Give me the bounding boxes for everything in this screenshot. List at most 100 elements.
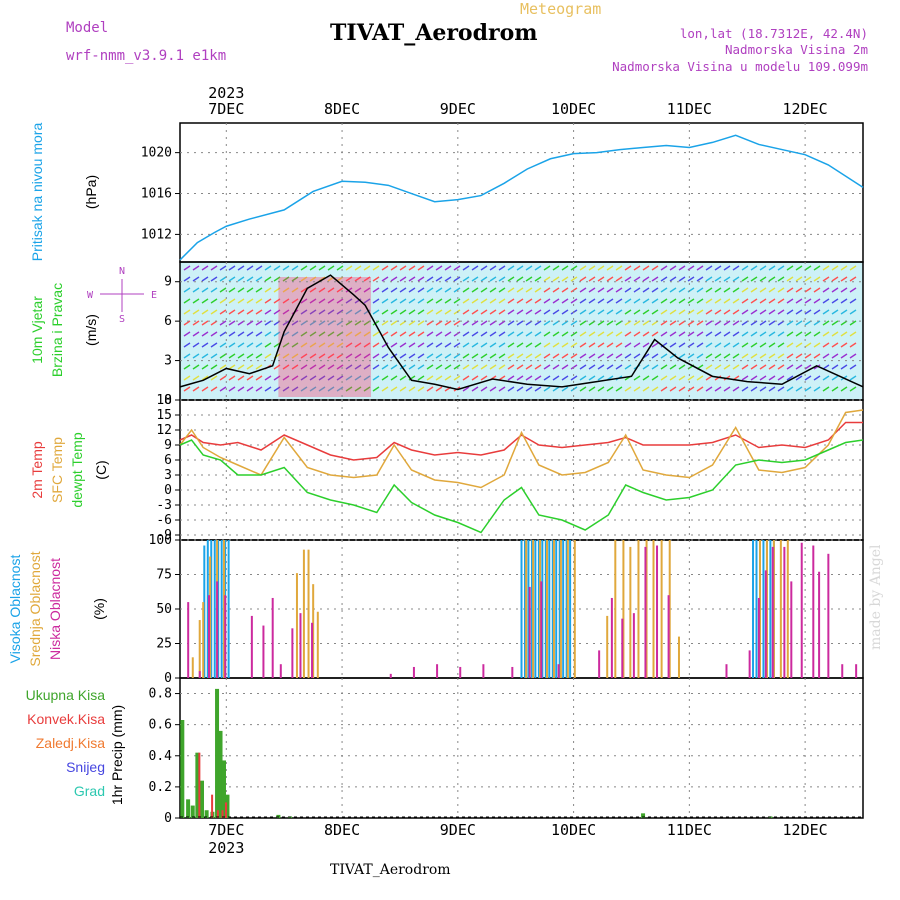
wind-barb — [183, 386, 191, 392]
wind-barb — [498, 309, 506, 315]
model-label: Model — [66, 20, 109, 36]
high-cloud-bar — [551, 540, 554, 678]
wind-barb — [489, 342, 497, 348]
wind-barb — [543, 353, 551, 359]
wind-barb — [669, 309, 677, 315]
wind-barb — [381, 375, 389, 381]
total-precip-bar — [276, 814, 281, 818]
wind-barb — [291, 364, 299, 370]
wind-barb — [507, 309, 515, 315]
wind-barb — [633, 353, 641, 359]
wind-barb — [417, 353, 425, 359]
wind-barb — [255, 298, 263, 304]
wind-barb — [651, 320, 659, 326]
wind-barb — [453, 309, 461, 315]
wind-barb — [831, 287, 839, 293]
wind-barb — [786, 298, 794, 304]
wind-barb — [291, 298, 299, 304]
wind-barb — [750, 309, 758, 315]
wind-barb — [651, 298, 659, 304]
wind-barb — [201, 265, 209, 271]
wind-barb — [354, 342, 362, 348]
wind-barb — [372, 276, 380, 282]
mid-cloud-bar — [677, 636, 680, 678]
wind-barb — [696, 353, 704, 359]
wind-barb — [471, 353, 479, 359]
wind-barb — [480, 342, 488, 348]
wind-barb — [579, 309, 587, 315]
wind-barb — [336, 342, 344, 348]
wind-barb — [597, 309, 605, 315]
wind-barb — [570, 320, 578, 326]
wind-barb — [291, 342, 299, 348]
wind-barb — [642, 342, 650, 348]
wind-barb — [426, 276, 434, 282]
wind-barb — [273, 276, 281, 282]
precip-unit-label: 1hr Precip (mm) — [109, 705, 125, 805]
wind-barb — [372, 331, 380, 337]
wind-barb — [228, 364, 236, 370]
wind-barb — [570, 265, 578, 271]
mid-cloud-bar — [759, 540, 762, 678]
legend-total-precip: Ukupna Kisa — [26, 687, 106, 703]
wind-barb — [390, 342, 398, 348]
wind-barb — [327, 364, 335, 370]
wind-barb — [516, 342, 524, 348]
wind-barb — [264, 353, 272, 359]
wind-barb — [291, 331, 299, 337]
wind-barb — [732, 364, 740, 370]
wind-barb — [417, 298, 425, 304]
wind-barb — [399, 331, 407, 337]
wind-barb — [318, 353, 326, 359]
wind-barb — [462, 265, 470, 271]
wind-barb — [588, 320, 596, 326]
wind-barb — [444, 287, 452, 293]
wind-barb — [462, 353, 470, 359]
wind-barb — [750, 386, 758, 392]
wind-barb — [363, 287, 371, 293]
wind-barb — [192, 287, 200, 293]
wind-barb — [507, 276, 515, 282]
wind-barb — [597, 342, 605, 348]
wind-barb — [462, 364, 470, 370]
wind-barb — [408, 386, 416, 392]
wind-barb — [237, 364, 245, 370]
mid-cloud-bar — [765, 540, 768, 678]
wind-barb — [669, 265, 677, 271]
wind-barb — [354, 331, 362, 337]
wind-barb — [669, 342, 677, 348]
wind-barb — [309, 331, 317, 337]
wind-barb — [840, 342, 848, 348]
high-cloud-bar — [752, 540, 755, 678]
wind-barb — [642, 265, 650, 271]
wind-barb — [309, 287, 317, 293]
wind-barb — [489, 265, 497, 271]
wind-barb — [795, 276, 803, 282]
panel-frame — [179, 122, 864, 263]
wind-barb — [624, 364, 632, 370]
wind-barb — [741, 320, 749, 326]
wind-barb — [183, 265, 191, 271]
wind-barb — [291, 276, 299, 282]
wind-barb — [399, 298, 407, 304]
top-day-label: 10DEC — [551, 100, 596, 118]
wind-barb — [606, 265, 614, 271]
wind-barb — [345, 331, 353, 337]
wind-barb — [192, 386, 200, 392]
wind-barb — [345, 265, 353, 271]
wind-barb — [417, 386, 425, 392]
wind-barb — [714, 353, 722, 359]
wind-barb — [732, 287, 740, 293]
wind-barb — [336, 386, 344, 392]
wind-barb — [534, 309, 542, 315]
wind-barb — [777, 287, 785, 293]
wind-barb — [480, 320, 488, 326]
wind-barb — [363, 265, 371, 271]
wind-barb — [264, 287, 272, 293]
wind-barb — [183, 331, 191, 337]
wind-barb — [291, 265, 299, 271]
wind-barb — [606, 276, 614, 282]
wind-barb — [480, 353, 488, 359]
wind-barb — [633, 265, 641, 271]
wind-barb — [534, 342, 542, 348]
